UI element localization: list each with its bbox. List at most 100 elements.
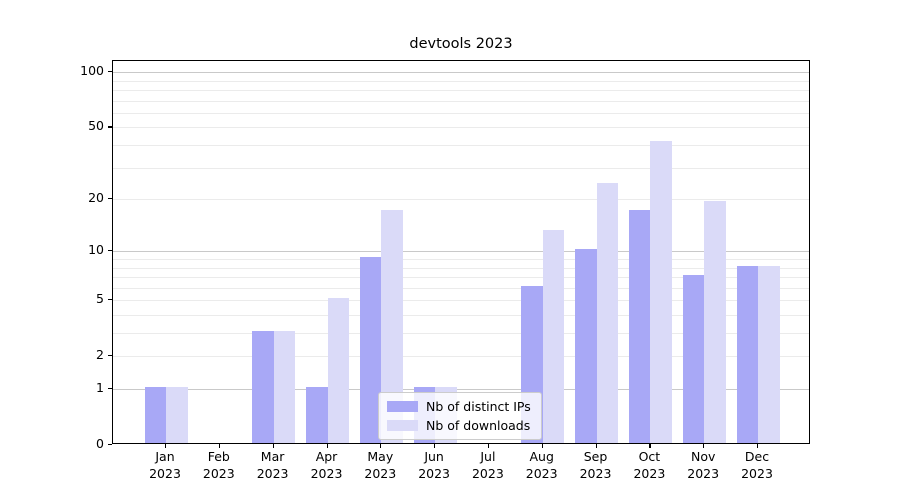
gridline-minor-80 [113,90,809,91]
x-tick-label-jul: Jul 2023 [456,448,520,482]
x-tick-feb [218,444,220,448]
gridline-minor-8 [113,267,809,269]
plot-area [112,60,810,444]
x-tick-year: 2023 [579,466,612,481]
bar-ips-dec [736,265,758,443]
gridline-minor-3 [113,333,809,334]
bar-ips-oct [628,209,651,443]
x-tick-label-feb: Feb 2023 [187,448,251,482]
x-tick-month: Jul [480,449,496,464]
y-tick-label-20: 20 [88,190,104,206]
bar-downloads-jan [166,387,188,443]
bar-ips-mar [252,331,274,443]
x-tick-year: 2023 [149,466,181,481]
gridline-minor-60 [113,112,809,114]
x-tick-year: 2023 [202,466,235,481]
gridline-minor-50 [113,127,809,129]
x-tick-month: Oct [638,449,661,464]
y-tick-label-10: 10 [88,242,104,258]
x-tick-month: Jun [424,449,444,464]
x-tick-month: Sep [583,449,608,464]
x-tick-jul [487,444,490,448]
x-tick-jan [165,444,167,448]
gridline-minor-5 [113,300,809,302]
gridline-minor-30 [113,167,809,169]
gridline-minor-40 [113,145,809,146]
gridline-minor-6 [113,287,809,289]
x-tick-label-oct: Oct 2023 [617,448,681,482]
bar-downloads-may [381,209,403,443]
x-tick-nov [703,444,705,448]
legend: Nb of distinct IPs Nb of downloads [378,392,542,440]
gridline-major-100 [113,72,809,74]
gridline-minor-9 [113,259,809,260]
bar-downloads-aug [542,229,565,443]
y-tick-label-50: 50 [88,118,104,134]
x-tick-month: Apr [315,449,338,464]
x-tick-year: 2023 [687,466,720,481]
x-tick-year: 2023 [418,466,450,481]
x-tick-apr [326,444,328,448]
x-tick-month: Dec [744,449,770,464]
legend-swatch-downloads [387,420,418,431]
chart-title: devtools 2023 [409,36,513,52]
y-tick-20 [108,198,112,200]
legend-item-downloads: Nb of downloads [387,418,531,433]
legend-label-ips: Nb of distinct IPs [426,399,531,414]
x-tick-label-mar: Mar 2023 [241,448,305,482]
x-tick-label-may: May 2023 [348,448,412,482]
bar-downloads-oct [650,141,672,443]
x-tick-label-nov: Nov 2023 [671,448,735,482]
x-tick-aug [541,444,543,448]
bar-downloads-dec [758,265,780,443]
y-tick-100 [108,71,112,73]
x-tick-label-apr: Apr 2023 [295,448,359,482]
x-tick-label-sep: Sep 2023 [564,448,628,482]
gridline-major-1 [113,389,809,390]
x-tick-mar [272,444,274,448]
x-tick-month: Mar [260,449,285,464]
x-tick-month: Nov [690,449,716,464]
y-tick-5 [108,299,112,301]
x-tick-year: 2023 [310,466,343,481]
gridline-minor-7 [113,277,809,278]
x-tick-year: 2023 [525,466,558,481]
bar-downloads-apr [327,298,349,443]
x-tick-month: Jan [155,449,175,464]
x-tick-label-aug: Aug 2023 [510,448,574,482]
x-tick-sep [595,444,597,448]
x-tick-label-jan: Jan 2023 [133,448,197,482]
x-tick-year: 2023 [471,466,504,481]
x-tick-jun [434,444,436,448]
bar-ips-sep [575,249,597,443]
bar-downloads-sep [596,183,618,443]
x-tick-dec [757,444,759,448]
legend-label-downloads: Nb of downloads [426,418,531,433]
x-tick-year: 2023 [364,466,397,481]
gridline-major-10 [113,251,809,253]
x-tick-month: Feb [207,449,230,464]
legend-item-distinct-ips: Nb of distinct IPs [387,399,531,414]
x-tick-year: 2023 [256,466,289,481]
y-tick-label-5: 5 [96,291,104,307]
y-tick-label-0: 0 [96,436,104,451]
gridline-minor-20 [113,199,809,201]
bar-ips-may [359,257,382,443]
y-tick-2 [108,355,112,357]
y-tick-label-2: 2 [96,347,104,363]
x-tick-label-dec: Dec 2023 [725,448,789,482]
y-tick-label-100: 100 [80,63,104,79]
x-tick-month: May [367,449,394,464]
bar-ips-nov [682,275,705,443]
bar-downloads-mar [273,331,296,443]
gridline-minor-4 [113,315,809,316]
y-tick-50 [108,126,112,128]
gridline-minor-2 [113,356,809,358]
x-tick-month: Aug [529,449,554,464]
gridline-minor-70 [113,100,809,102]
x-tick-label-jun: Jun 2023 [402,448,466,482]
x-tick-year: 2023 [633,466,666,481]
y-tick-label-1: 1 [96,380,104,395]
bar-downloads-nov [704,201,726,443]
